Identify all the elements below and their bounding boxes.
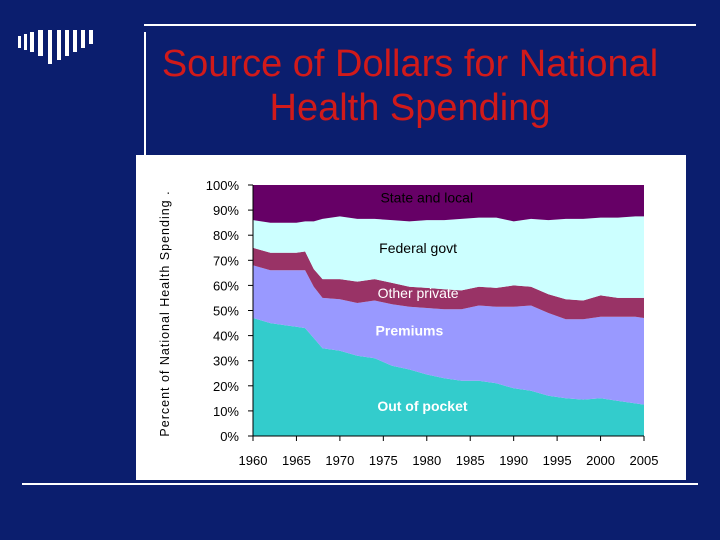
area-series-other-private: [253, 247, 644, 320]
decorative-vertical-rule: [144, 32, 146, 162]
y-tick-label: 70%: [213, 253, 239, 268]
area-series-premiums: [253, 265, 644, 405]
stacked-area-chart: 0% 10% 20% 30% 40% 50% 60% 70% 80% 90% 100% 1960 196…: [158, 178, 659, 468]
title-line-2: Health Spending: [269, 87, 551, 129]
decorative-top-rule: [144, 24, 696, 26]
x-tick-label: 1965: [282, 453, 311, 468]
y-tick-label: 100%: [206, 178, 240, 193]
decorative-stripes-graphic: [18, 30, 93, 64]
x-tick-label: 2000: [586, 453, 615, 468]
y-tick-label: 80%: [213, 228, 239, 243]
x-tick-label: 1990: [499, 453, 528, 468]
area-series-state-and-local: [253, 185, 644, 223]
decorative-stripes: [18, 30, 118, 70]
x-tick-label: 1980: [412, 453, 441, 468]
y-tick-label: 30%: [213, 354, 239, 369]
series-annotation-other-private: Other private: [378, 285, 459, 301]
chart-panel: 0% 10% 20% 30% 40% 50% 60% 70% 80% 90% 100% 1960 196…: [136, 155, 686, 480]
x-tick-label: 1970: [325, 453, 354, 468]
y-tick-label: 20%: [213, 379, 239, 394]
y-tick-label: 50%: [213, 304, 239, 319]
y-tick-label: 40%: [213, 329, 239, 344]
decorative-bottom-rule: [22, 483, 698, 485]
series-annotation-premiums: Premiums: [376, 323, 444, 339]
x-tick-label: 1960: [239, 453, 268, 468]
y-tick-label: 10%: [213, 404, 239, 419]
y-tick-label: 90%: [213, 203, 239, 218]
x-tick-label: 2005: [630, 453, 659, 468]
x-tick-label: 1975: [369, 453, 398, 468]
y-tick-label: 60%: [213, 278, 239, 293]
area-series-federal-govt: [253, 216, 644, 301]
y-tick-label: 0%: [220, 429, 239, 444]
series-annotation-out-of-pocket: Out of pocket: [377, 398, 468, 414]
y-axis-label: Percent of National Health Spending .: [158, 190, 172, 436]
series-annotation-federal-govt: Federal govt: [379, 240, 457, 256]
series-annotation-state-and-local: State and local: [380, 190, 473, 206]
area-series-out-of-pocket: [253, 318, 644, 436]
title-line-1: Source of Dollars for National: [161, 43, 659, 85]
slide-title: Source of Dollars for National Health Sp…: [150, 42, 670, 130]
x-tick-label: 1995: [543, 453, 572, 468]
x-tick-label: 1985: [456, 453, 485, 468]
